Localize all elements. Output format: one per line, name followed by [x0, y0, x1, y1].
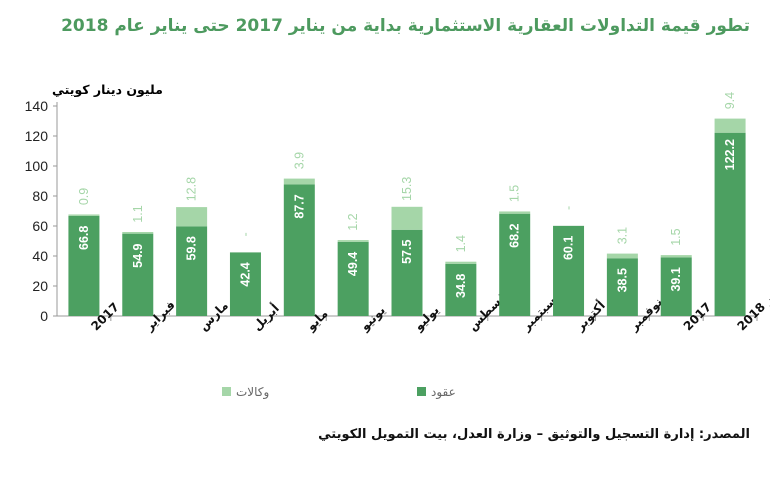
chart-title: تطور قيمة التداولات العقارية الاستثمارية… — [61, 16, 750, 36]
data-label-contracts: 87.7 — [292, 194, 306, 218]
legend-swatch-agencies — [222, 387, 231, 396]
bar-contracts — [606, 258, 638, 316]
data-label-contracts: 34.8 — [454, 274, 468, 298]
data-label-agencies: - — [238, 232, 252, 236]
legend-label-agencies: وكالات — [236, 385, 269, 400]
data-label-contracts: 122.2 — [723, 139, 737, 170]
bar-contracts — [337, 241, 369, 316]
bar-contracts — [499, 213, 531, 316]
bar-agencies — [606, 253, 638, 259]
data-label-agencies: - — [562, 206, 576, 210]
bar-agencies — [337, 240, 369, 242]
data-label-contracts: 68.2 — [508, 223, 522, 247]
data-label-contracts: 39.1 — [669, 267, 683, 291]
data-label-agencies: 15.3 — [400, 177, 414, 201]
data-label-contracts: 38.5 — [615, 268, 629, 292]
bar-agencies — [283, 178, 315, 185]
legend-swatch-contracts — [417, 387, 426, 396]
y-tick-label: 80 — [32, 188, 48, 204]
data-label-contracts: 66.8 — [77, 226, 91, 250]
bar-agencies — [499, 211, 531, 214]
data-label-agencies: 1.5 — [669, 228, 683, 245]
bar-agencies — [122, 232, 154, 234]
y-tick-label: 120 — [25, 128, 49, 144]
data-label-agencies: 12.8 — [185, 177, 199, 201]
data-label-contracts: 42.4 — [238, 262, 252, 286]
data-label-contracts: 49.4 — [346, 252, 360, 276]
bar-agencies — [714, 118, 746, 133]
data-label-agencies: 1.2 — [346, 213, 360, 230]
y-tick-label: 100 — [25, 158, 49, 174]
data-label-contracts: 54.9 — [131, 243, 145, 267]
bar-contracts — [553, 225, 585, 316]
y-axis-unit-label: مليون دينار كويتي — [52, 82, 163, 97]
y-tick-label: 40 — [32, 248, 48, 264]
bar-contracts — [283, 184, 315, 316]
bar-agencies — [176, 207, 208, 227]
bar-contracts — [391, 229, 423, 316]
data-label-contracts: 60.1 — [562, 236, 576, 260]
bar-agencies — [660, 255, 692, 258]
data-label-agencies: 0.9 — [77, 188, 91, 205]
bar-contracts — [714, 132, 746, 316]
bar-contracts — [660, 257, 692, 316]
data-label-agencies: 1.4 — [454, 235, 468, 252]
bar-agencies — [445, 261, 477, 264]
y-tick-label: 60 — [32, 218, 48, 234]
data-label-agencies: 1.1 — [131, 205, 145, 222]
y-tick-label: 140 — [25, 98, 49, 114]
bar-agencies — [391, 206, 423, 230]
y-tick-label: 20 — [32, 278, 48, 294]
data-label-agencies: 3.1 — [615, 227, 629, 244]
bar-contracts — [229, 252, 261, 316]
source-note: المصدر: إدارة التسجيل والتوثيق – وزارة ا… — [318, 427, 750, 442]
bar-contracts — [176, 226, 208, 316]
data-label-contracts: 59.8 — [185, 236, 199, 260]
legend-label-contracts: عقود — [431, 385, 456, 400]
bar-agencies — [68, 214, 100, 216]
bar-contracts — [445, 263, 477, 316]
bar-contracts — [122, 233, 154, 316]
data-label-contracts: 57.5 — [400, 240, 414, 264]
y-tick-label: 0 — [40, 308, 48, 324]
data-label-agencies: 3.9 — [292, 152, 306, 169]
data-label-agencies: 9.4 — [723, 92, 737, 109]
bar-contracts — [68, 215, 100, 316]
data-label-agencies: 1.5 — [508, 185, 522, 202]
